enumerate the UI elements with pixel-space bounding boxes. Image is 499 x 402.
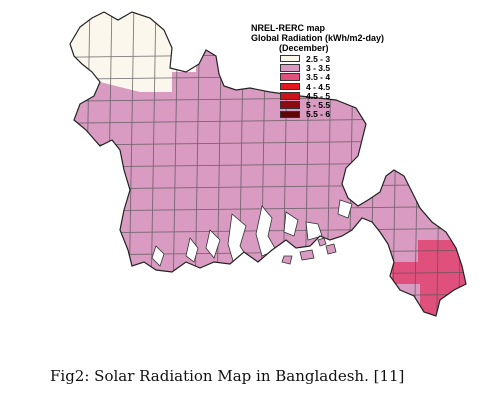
legend-label: 2.5 - 3 bbox=[306, 53, 331, 64]
legend-item: 3.5 - 4 bbox=[280, 72, 471, 83]
legend-label: 5 - 5.5 bbox=[306, 100, 331, 111]
legend-item: 5 - 5.5 bbox=[280, 100, 471, 111]
legend-item: 3 - 3.5 bbox=[280, 62, 471, 73]
legend-item: 4.5 - 5 bbox=[280, 90, 471, 101]
map-legend: NREL-RERC map Global Radiation (kWh/m2-d… bbox=[251, 23, 471, 119]
river-delta bbox=[151, 199, 353, 267]
country-outline bbox=[69, 11, 467, 317]
legend-label: 3.5 - 4 bbox=[306, 72, 331, 83]
legend-item: 2.5 - 3 bbox=[280, 53, 471, 64]
legend-swatch bbox=[280, 110, 300, 119]
legend-swatch bbox=[280, 92, 300, 100]
legend-month: (December) bbox=[279, 43, 329, 53]
figure-caption: Fig2: Solar Radiation Map in Bangladesh.… bbox=[50, 367, 405, 385]
legend-label: 4 - 4.5 bbox=[306, 81, 331, 92]
legend-label: 3 - 3.5 bbox=[306, 62, 331, 73]
legend-subtitle: Global Radiation (kWh/m2-day) bbox=[251, 33, 385, 43]
legend-title: NREL-RERC map bbox=[251, 23, 326, 33]
legend-label: 4.5 - 5 bbox=[306, 90, 331, 101]
legend-item: 4 - 4.5 bbox=[280, 81, 471, 92]
legend-swatch bbox=[280, 64, 300, 72]
islands bbox=[281, 237, 337, 265]
legend-swatch bbox=[280, 101, 300, 109]
legend-swatch bbox=[280, 54, 300, 63]
legend-swatch bbox=[280, 73, 300, 81]
legend-swatch bbox=[280, 82, 300, 91]
legend-label: 5.5 - 6 bbox=[306, 109, 331, 120]
bangladesh-radiation-map bbox=[69, 11, 467, 317]
legend-item: 5.5 - 6 bbox=[280, 109, 471, 120]
